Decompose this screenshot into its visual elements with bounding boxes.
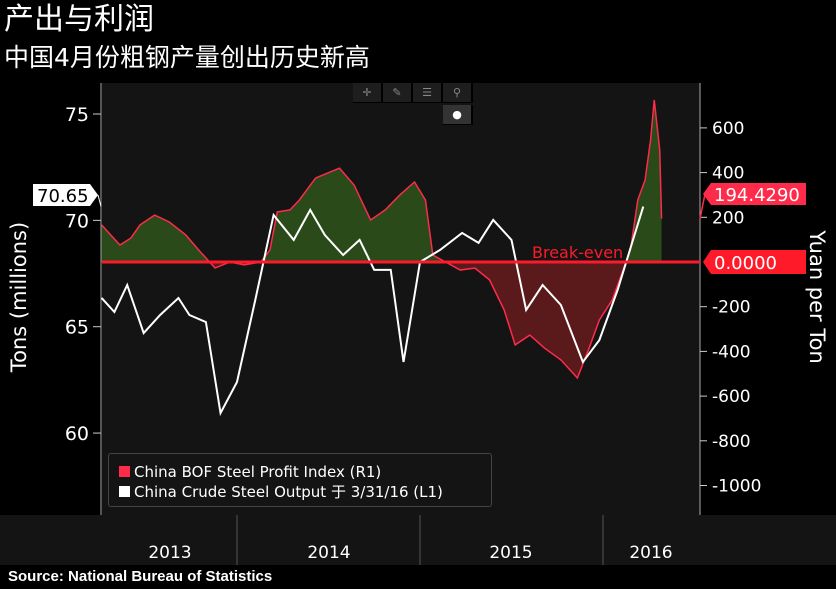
right-tick-label: 200 [712, 208, 744, 228]
list-icon[interactable]: ☰ [413, 83, 441, 102]
last-profit-value: 194.4290 [714, 185, 800, 206]
right-tick-label: -1000 [712, 477, 761, 497]
break-even-annotation: Break-even [532, 243, 623, 262]
right-tick-label: -200 [712, 298, 751, 318]
left-tick-label: 65 [65, 317, 89, 339]
right-tick-label: -400 [712, 342, 751, 362]
chart-subtitle: 中国4月份粗钢产量创出历史新高 [4, 43, 370, 72]
profit-positive-area [101, 99, 662, 262]
legend-item-profit: China BOF Steel Profit Index (R1) [109, 462, 491, 482]
legend-swatch-white [119, 486, 130, 497]
legend-label: China BOF Steel Profit Index (R1) [134, 463, 382, 481]
left-axis-label: Tons (millions) [7, 222, 31, 373]
search-icon[interactable]: ⚲ [443, 83, 471, 102]
settings-toolbar: ● [443, 105, 473, 125]
chart-toolbar: ✛ ✎ ☰ ⚲ [353, 83, 473, 103]
crosshair-icon[interactable]: ✛ [353, 83, 381, 102]
output-line [100, 206, 645, 417]
chart-title: 产出与利润 [4, 2, 154, 37]
legend-swatch-red [119, 466, 130, 477]
last-profit-leader [699, 193, 706, 219]
left-tick-label: 75 [65, 104, 89, 126]
last-output-value: 70.65 [37, 186, 89, 207]
legend-label: China Crude Steel Output 于 3/31/16 (L1) [134, 483, 443, 501]
left-tick-label: 60 [65, 423, 89, 445]
settings-icon[interactable]: ● [443, 105, 471, 124]
right-tick-label: -800 [712, 432, 751, 452]
legend: China BOF Steel Profit Index (R1) China … [108, 453, 492, 507]
x-tick-label: 2016 [629, 543, 672, 563]
legend-item-output: China Crude Steel Output 于 3/31/16 (L1) [109, 482, 491, 502]
last-profit-tag [703, 183, 806, 205]
x-tick-label: 2015 [489, 543, 532, 563]
right-tick-label: 600 [712, 119, 744, 139]
pen-icon[interactable]: ✎ [383, 83, 411, 102]
right-tick-label: 400 [712, 164, 744, 184]
last-output-leader [97, 194, 102, 207]
x-tick-label: 2014 [307, 543, 350, 563]
zero-value: 0.0000 [714, 253, 777, 274]
x-tick-label: 2013 [148, 543, 191, 563]
x-axis-band [0, 515, 836, 565]
last-output-tag [33, 184, 98, 206]
right-tick-label: -600 [712, 387, 751, 407]
source-note: Source: National Bureau of Statistics [8, 568, 273, 585]
profit-line [101, 99, 663, 380]
right-axis-label: Yuan per Ton [805, 229, 829, 364]
zero-tag [703, 250, 806, 274]
left-tick-label: 70 [65, 210, 89, 232]
